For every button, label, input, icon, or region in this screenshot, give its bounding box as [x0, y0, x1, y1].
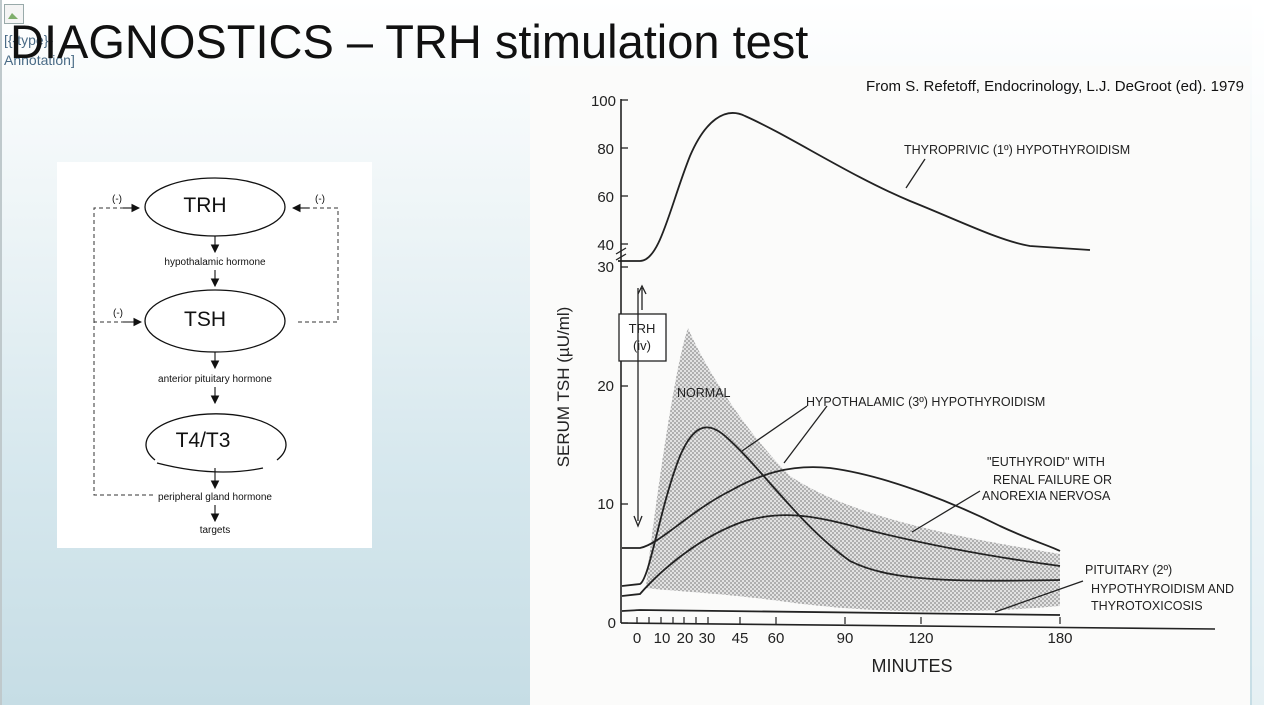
x-tick-90: 90	[837, 630, 854, 647]
y-axis-label: SERUM TSH (µU/ml)	[554, 307, 573, 468]
tsh-graph-svg: 0 10 20 30 40 60 80 100 0 10 2	[554, 93, 1234, 676]
x-tick-30: 30	[699, 630, 716, 647]
leader-hypothalamic-1	[741, 405, 808, 452]
curve-normal	[621, 426, 1061, 587]
trh-iv-label-2: (iv)	[633, 338, 651, 353]
loop-t4-to-tsh	[93, 321, 153, 496]
y-tick-60: 60	[597, 189, 614, 206]
x-tick-0: 0	[633, 630, 641, 647]
leader-euthyroid	[911, 490, 981, 533]
trh-down-arrowhead	[633, 515, 643, 528]
curve-hypothalamic	[622, 466, 1061, 552]
feedback-diagram-svg: TRH hypothalamic hormone TSH anterior pi…	[93, 177, 339, 536]
x-tick-60: 60	[768, 630, 785, 647]
trh-up-arrowhead	[637, 284, 647, 295]
inhibition-label-trh-left: (-)	[112, 194, 122, 205]
y-tick-80: 80	[597, 141, 614, 158]
label-euthyroid-3: ANOREXIA NERVOSA	[982, 489, 1111, 503]
leader-thyroprivic	[905, 158, 926, 189]
feedback-diagram: TRH hypothalamic hormone TSH anterior pi…	[57, 162, 372, 548]
loop-tsh-to-trh	[298, 207, 339, 323]
x-tick-45: 45	[732, 630, 749, 647]
y-tick-30: 30	[597, 259, 614, 276]
tsh-caption: anterior pituitary hormone	[158, 374, 272, 385]
slide-left-border	[0, 0, 2, 705]
t4t3-node-lower	[156, 462, 264, 473]
inhibition-label-trh-right: (-)	[315, 194, 325, 205]
x-tick-120: 120	[908, 630, 933, 647]
y-tick-0: 0	[608, 615, 616, 632]
y-tick-40: 40	[597, 237, 614, 254]
x-tick-20: 20	[677, 630, 694, 647]
figure-source-note: From S. Refetoff, Endocrinology, L.J. De…	[866, 78, 1244, 95]
broken-image-placeholder: [{{type}} Annotation]	[4, 4, 114, 74]
label-thyroprivic: THYROPRIVIC (1º) HYPOTHYROIDISM	[904, 143, 1130, 157]
y-tick-20: 20	[597, 378, 614, 395]
label-pituitary-2: HYPOTHYROIDISM AND	[1091, 582, 1234, 596]
trh-iv-box	[618, 313, 667, 362]
leader-hypothalamic-2	[783, 405, 828, 464]
axis-break	[615, 247, 627, 261]
trh-iv-label-1: TRH	[629, 321, 656, 336]
broken-image-alt-text: [{{type}} Annotation]	[4, 32, 75, 68]
leader-pituitary	[994, 580, 1084, 613]
x-tick-180: 180	[1047, 630, 1072, 647]
x-axis-label: MINUTES	[872, 656, 953, 676]
tsh-response-figure: From S. Refetoff, Endocrinology, L.J. De…	[530, 66, 1250, 705]
normal-range-band	[646, 328, 1060, 612]
trh-caption: hypothalamic hormone	[164, 257, 266, 268]
slide-title: DIAGNOSTICS – TRH stimulation test	[10, 15, 809, 68]
loop-to-trh-left	[93, 207, 127, 322]
t4t3-caption: peripheral gland hormone	[158, 492, 272, 503]
label-euthyroid-2: RENAL FAILURE OR	[993, 473, 1112, 487]
y-tick-10: 10	[597, 496, 614, 513]
slide-right-edge	[1252, 0, 1264, 705]
curve-thyroprivic	[618, 112, 1091, 262]
curve-euthyroid	[621, 514, 1061, 597]
x-tick-10: 10	[654, 630, 671, 647]
label-hypothalamic: HYPOTHALAMIC (3º) HYPOTHYROIDISM	[806, 395, 1045, 409]
label-pituitary-3: THYROTOXICOSIS	[1091, 599, 1203, 613]
t4t3-node	[145, 413, 287, 461]
broken-image-icon	[4, 4, 24, 24]
label-normal: NORMAL	[677, 386, 731, 400]
targets-caption: targets	[200, 525, 231, 536]
label-pituitary-1: PITUITARY (2º)	[1085, 563, 1172, 577]
label-euthyroid-1: "EUTHYROID" WITH	[987, 455, 1105, 469]
y-tick-100: 100	[591, 93, 616, 110]
trh-node-label: TRH	[183, 194, 226, 217]
inhibition-label-tsh: (-)	[113, 308, 123, 319]
x-axis	[620, 622, 1216, 630]
curve-pituitary	[621, 609, 1061, 616]
tsh-node-label: TSH	[184, 308, 226, 331]
t4t3-node-label: T4/T3	[176, 429, 231, 452]
